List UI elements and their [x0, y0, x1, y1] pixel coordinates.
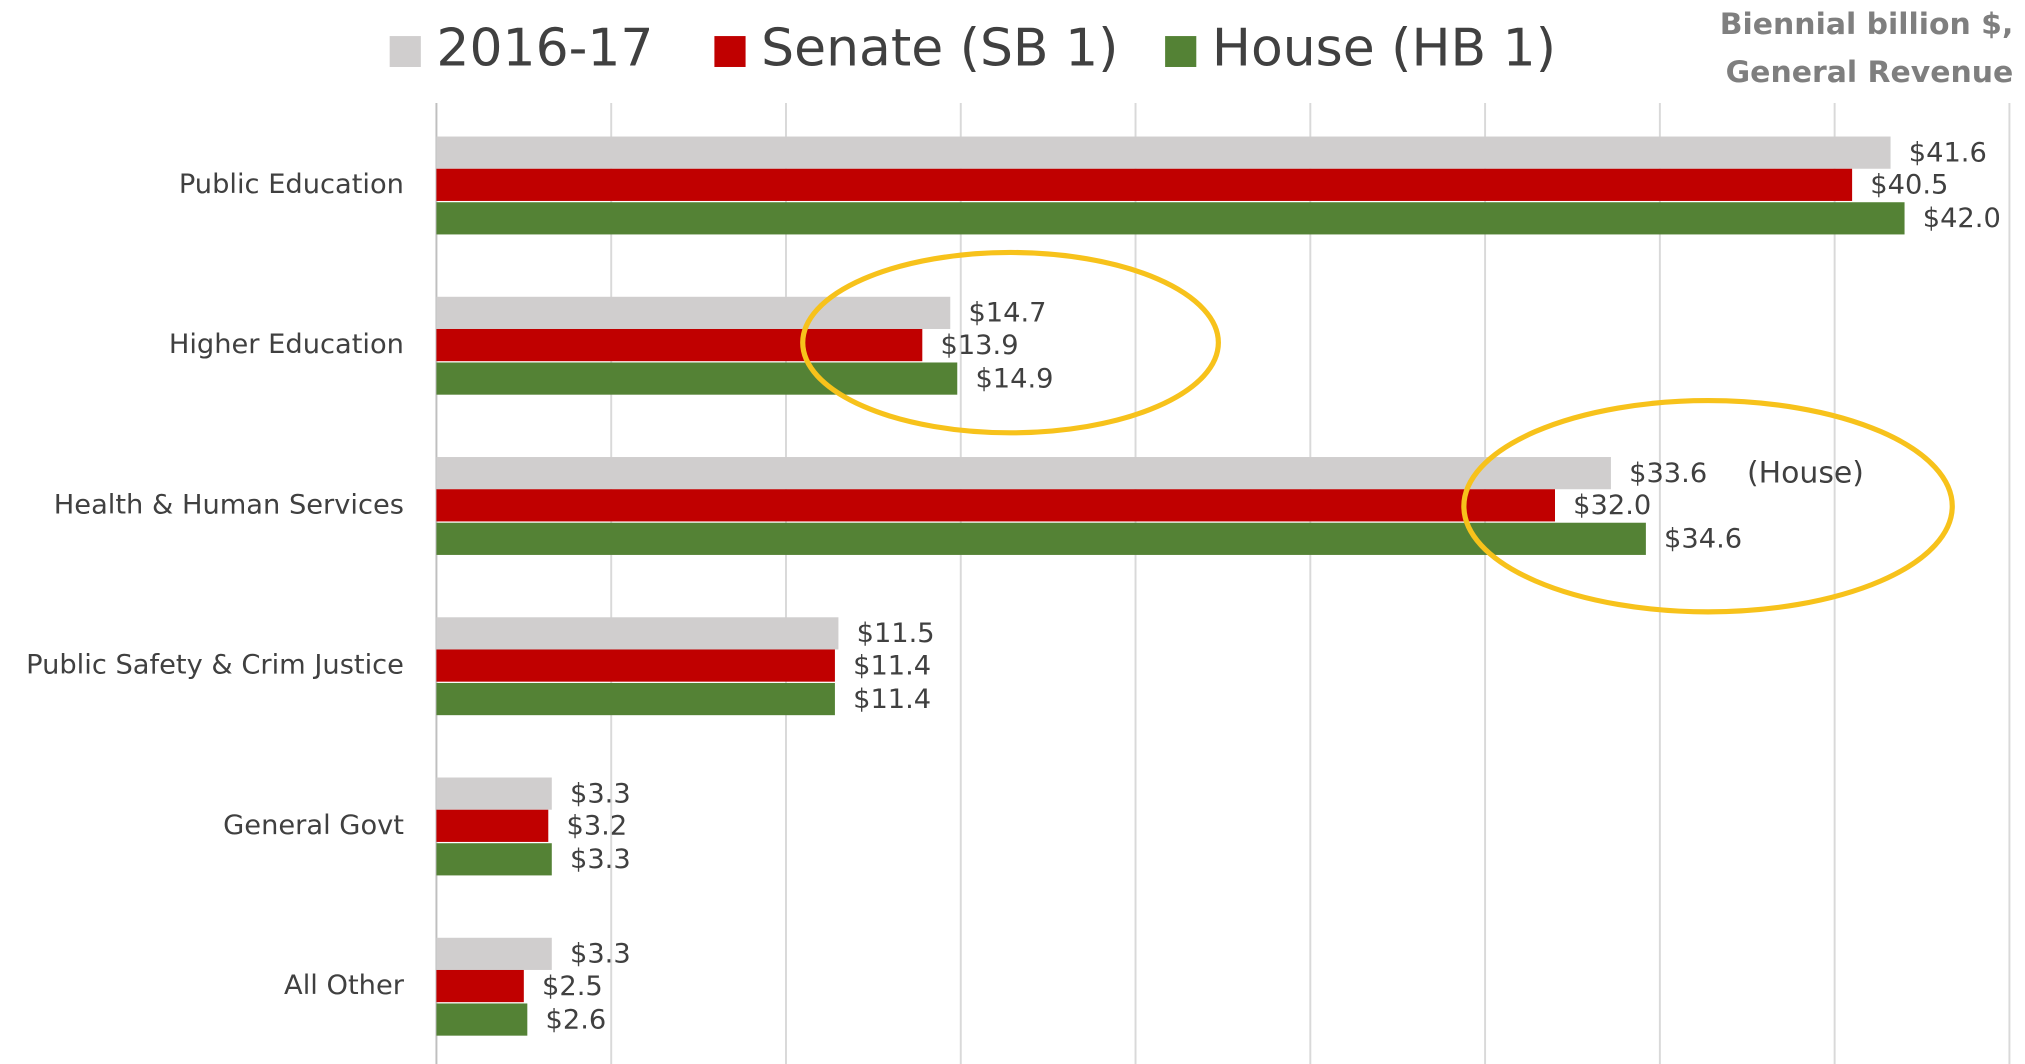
bar: [436, 136, 1891, 169]
bar: [436, 457, 1611, 490]
value-label: $14.7: [968, 298, 1046, 329]
value-label: $11.5: [857, 618, 935, 649]
value-label: $14.9: [975, 363, 1053, 394]
y-tick-label: Public Education: [179, 169, 404, 200]
value-label: $3.3: [570, 844, 631, 875]
value-label: $13.9: [940, 330, 1018, 361]
bar: [436, 202, 1905, 235]
legend-label: House (HB 1): [1212, 19, 1556, 79]
bar: [436, 328, 923, 362]
value-label: $41.6: [1909, 138, 1987, 169]
annotation: (House): [1747, 456, 1864, 491]
unit-label: Biennial billion $,: [1720, 7, 2014, 42]
y-tick-label: Public Safety & Crim Justice: [26, 650, 404, 681]
value-label: $3.3: [570, 778, 631, 809]
value-label: $2.5: [542, 971, 603, 1002]
bar: [436, 296, 951, 329]
value-label: $3.3: [570, 939, 631, 970]
value-label: $32.0: [1573, 490, 1651, 521]
value-label: $2.6: [546, 1004, 607, 1035]
y-tick-label: Higher Education: [169, 329, 404, 360]
y-tick-label: General Govt: [223, 810, 404, 841]
legend-swatch: [1165, 36, 1197, 67]
bar: [436, 489, 1555, 522]
highlight-ellipse: [1461, 398, 1955, 615]
legend-swatch: [389, 36, 421, 67]
bar: [436, 937, 552, 970]
value-label: $33.6: [1629, 458, 1707, 489]
bar: [436, 777, 552, 810]
y-tick-label: All Other: [284, 970, 405, 1001]
legend-label: 2016-17: [436, 19, 653, 79]
legend-label: Senate (SB 1): [761, 19, 1118, 79]
bar: [436, 617, 839, 650]
legend-swatch: [714, 36, 746, 67]
y-tick-label: Health & Human Services: [54, 490, 404, 521]
bar: [436, 649, 835, 682]
value-label: $11.4: [853, 684, 931, 715]
highlight-ellipse: [800, 249, 1221, 436]
bar: [436, 168, 1853, 201]
value-label: $42.0: [1923, 203, 2001, 234]
bar: [436, 969, 524, 1003]
bar: [436, 362, 958, 395]
bar: [436, 809, 549, 842]
value-label: $11.4: [853, 650, 931, 681]
value-label: $40.5: [1870, 170, 1948, 201]
bar: [436, 843, 552, 876]
value-label: $3.2: [566, 811, 627, 842]
value-label: $34.6: [1664, 524, 1742, 555]
bar: [436, 522, 1646, 555]
bar: [436, 682, 835, 716]
unit-label: General Revenue: [1726, 55, 2014, 90]
bar: [436, 1003, 528, 1036]
